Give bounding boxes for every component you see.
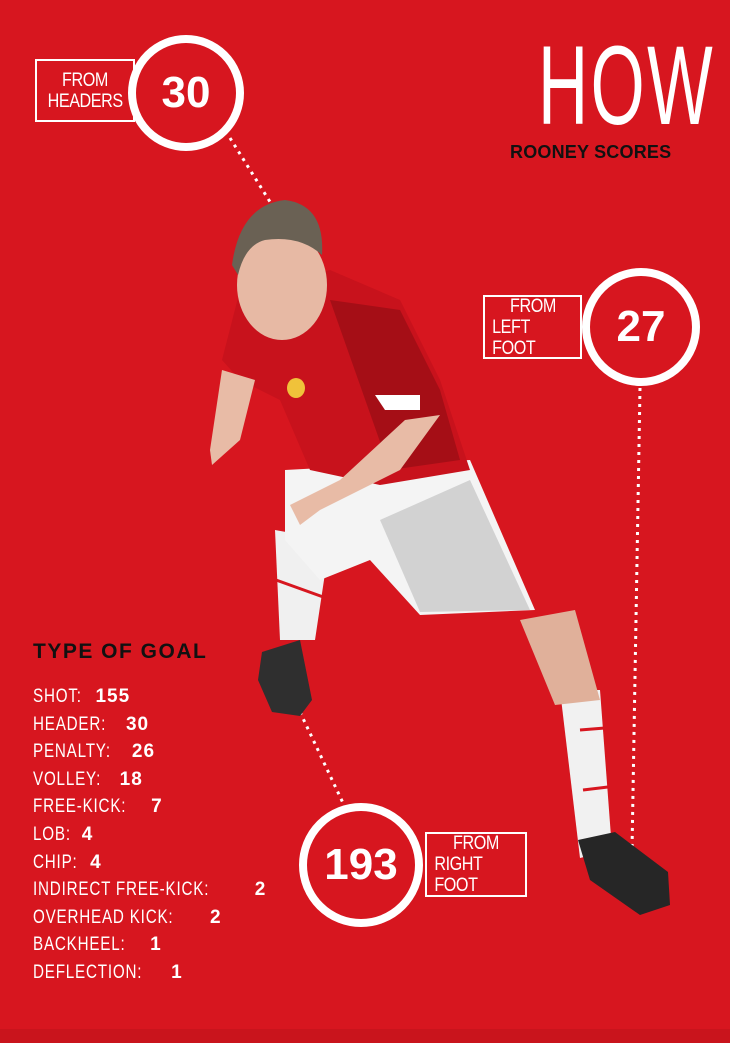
goal-type-label: PENALTY: bbox=[33, 741, 111, 763]
right-foot-label-box: FROM RIGHT FOOT bbox=[425, 832, 527, 897]
headers-label-box: FROM HEADERS bbox=[35, 59, 135, 122]
goal-type-row: DEFLECTION: 1 bbox=[33, 959, 266, 987]
left-foot-label-line2: LEFT FOOT bbox=[492, 316, 536, 359]
goal-type-count: 26 bbox=[131, 741, 156, 763]
goal-type-row: FREE-KICK: 7 bbox=[33, 793, 266, 821]
goal-type-label: FREE-KICK: bbox=[33, 796, 127, 818]
left-foot-value: 27 bbox=[616, 302, 666, 351]
headers-connector bbox=[228, 137, 274, 206]
headers-label-line1: FROM bbox=[62, 69, 108, 91]
goal-type-count: 18 bbox=[119, 768, 143, 790]
right-foot-label-line2: RIGHT FOOT bbox=[434, 854, 483, 896]
goal-type-label: CHIP: bbox=[33, 851, 78, 873]
goal-type-count: 155 bbox=[95, 686, 131, 707]
goal-type-count: 1 bbox=[171, 961, 183, 983]
goal-type-count: 7 bbox=[151, 796, 163, 818]
title-main: HOW bbox=[538, 23, 716, 148]
right-foot-connector bbox=[298, 711, 345, 804]
footer-band bbox=[0, 1029, 730, 1043]
headers-value-circle: 30 bbox=[128, 35, 244, 151]
goal-type-label: BACKHEEL: bbox=[33, 934, 126, 956]
right-foot-value-circle: 193 bbox=[299, 803, 423, 927]
right-foot-value: 193 bbox=[324, 840, 398, 889]
goal-type-row: BACKHEEL: 1 bbox=[33, 931, 266, 959]
goal-type-row: LOB: 4 bbox=[33, 821, 266, 849]
headers-label-line2: HEADERS bbox=[47, 90, 123, 112]
goal-type-label: SHOT: bbox=[33, 686, 82, 707]
left-foot-label-line1: FROM bbox=[509, 295, 556, 317]
goal-type-count: 30 bbox=[125, 713, 150, 735]
goal-type-count: 4 bbox=[90, 851, 102, 873]
goal-type-label: LOB: bbox=[33, 823, 71, 845]
goal-type-row: VOLLEY: 18 bbox=[33, 766, 266, 794]
goal-type-count: 2 bbox=[210, 906, 222, 928]
goal-type-row: HEADER: 30 bbox=[33, 711, 266, 739]
type-of-goal-heading: TYPE OF GOAL bbox=[33, 640, 208, 663]
goal-type-label: OVERHEAD KICK: bbox=[33, 906, 174, 928]
goal-type-count: 1 bbox=[150, 934, 162, 956]
goal-type-row: CHIP: 4 bbox=[33, 849, 266, 877]
goal-type-label: VOLLEY: bbox=[33, 768, 102, 790]
goal-type-count: 2 bbox=[254, 879, 267, 901]
goal-type-row: SHOT: 155 bbox=[33, 683, 266, 711]
goal-type-row: PENALTY: 26 bbox=[33, 738, 266, 766]
title-sub: ROONEY SCORES bbox=[510, 142, 672, 162]
left-foot-value-circle: 27 bbox=[582, 268, 700, 386]
goal-type-row: OVERHEAD KICK: 2 bbox=[33, 904, 266, 932]
type-of-goal-list: SHOT: 155 HEADER: 30 PENALTY: 26 VOLLEY: 18… bbox=[33, 683, 266, 987]
goal-type-row: INDIRECT FREE-KICK: 2 bbox=[33, 876, 266, 904]
goal-type-label: HEADER: bbox=[33, 713, 107, 735]
left-foot-connector bbox=[630, 387, 642, 851]
goal-type-label: INDIRECT FREE-KICK: bbox=[33, 879, 210, 901]
goal-type-label: DEFLECTION: bbox=[33, 961, 143, 983]
goal-type-count: 4 bbox=[81, 823, 94, 845]
headers-value: 30 bbox=[161, 68, 211, 117]
right-foot-label-line1: FROM bbox=[453, 833, 499, 854]
left-foot-label-box: FROM LEFT FOOT bbox=[483, 295, 582, 359]
